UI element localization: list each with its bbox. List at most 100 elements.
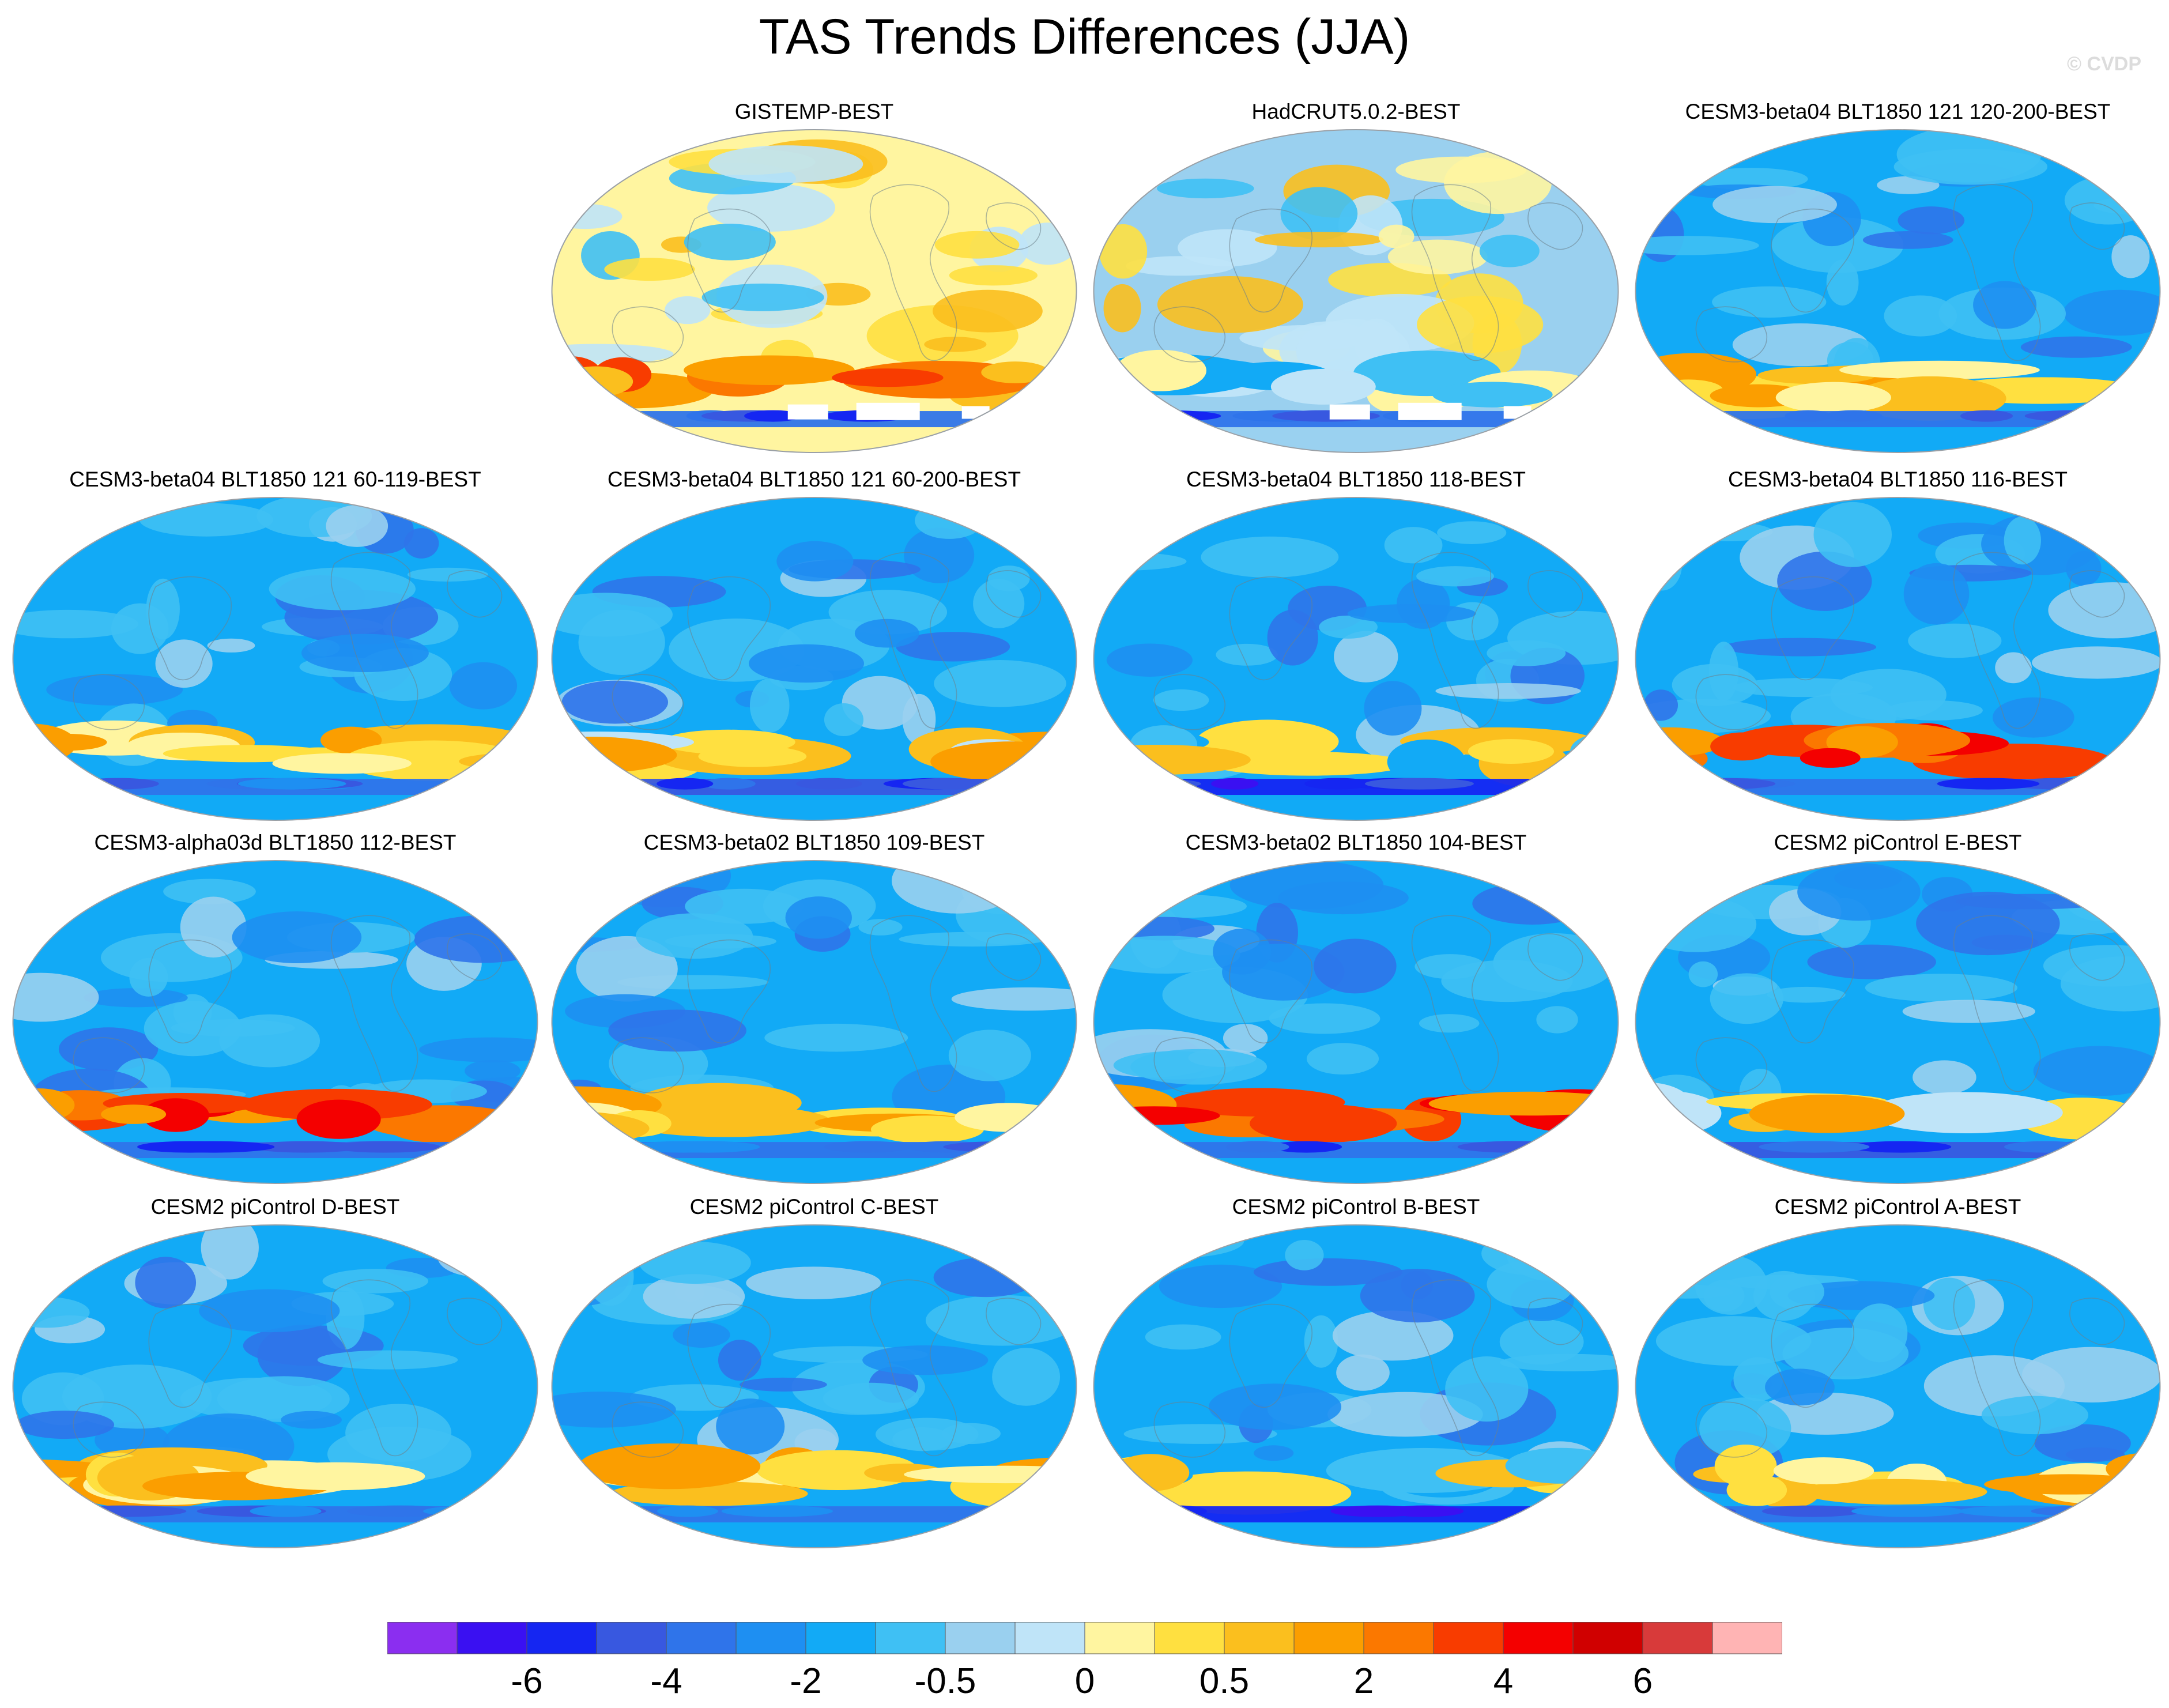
colorbar-swatch <box>596 1622 667 1654</box>
southern-ocean-contour <box>552 1484 615 1503</box>
coastline <box>687 1303 771 1408</box>
field-contour <box>1787 1281 1935 1310</box>
field-contour <box>217 1376 350 1422</box>
southern-ocean-contour <box>320 726 382 754</box>
coastline <box>2069 202 2125 250</box>
coastline <box>1771 576 1855 681</box>
coastline <box>148 939 232 1044</box>
robinson-map <box>1635 129 2161 453</box>
missing-data-area <box>1329 404 1370 420</box>
field-contour <box>1103 284 1141 333</box>
field-contour <box>1278 881 1409 915</box>
map-panel: CESM2 piControl B-BEST <box>1092 1194 1620 1555</box>
map-panel: CESM2 piControl D-BEST <box>12 1194 539 1555</box>
field-contour <box>1973 281 2037 329</box>
coastline <box>330 552 418 729</box>
colorbar-swatch <box>805 1622 876 1654</box>
field-contour <box>1254 1445 1294 1461</box>
southern-ocean-contour <box>1468 739 1555 764</box>
field-contour <box>407 567 489 582</box>
antarctic-contour <box>149 1141 275 1153</box>
robinson-map <box>1093 1224 1619 1548</box>
southern-ocean-contour <box>698 745 807 767</box>
field-contour <box>135 1257 197 1309</box>
southern-ocean-contour <box>1505 1447 1617 1484</box>
coastline <box>1411 552 1499 729</box>
field-contour <box>1903 563 1970 625</box>
southern-ocean-contour <box>1800 748 1861 768</box>
field-contour <box>587 1247 634 1306</box>
southern-ocean-contour <box>1853 376 2006 421</box>
coastline <box>447 570 503 618</box>
field-contour <box>1435 683 1581 699</box>
field-contour <box>1126 256 1235 276</box>
field-contour <box>2033 1046 2160 1096</box>
field-contour <box>823 1382 919 1415</box>
field-contour <box>219 1014 320 1068</box>
colorbar-swatch <box>735 1622 806 1654</box>
field-contour <box>561 680 669 724</box>
field-contour <box>951 987 1077 1011</box>
page-title: TAS Trends Differences (JJA) <box>759 9 1410 65</box>
panel-title: CESM2 piControl D-BEST <box>150 1195 400 1219</box>
field-contour <box>1419 1014 1480 1033</box>
coastline <box>612 1037 684 1094</box>
map-border <box>551 860 1077 1184</box>
panel-title: CESM3-beta02 BLT1850 104-BEST <box>1185 831 1527 854</box>
field-contour <box>1699 1397 1791 1460</box>
coastline <box>1771 208 1855 313</box>
field-contour <box>144 1001 242 1057</box>
field-contour <box>1723 638 1877 657</box>
field-contour <box>746 1266 881 1299</box>
field-contour <box>1280 187 1358 240</box>
colorbar-swatch <box>387 1622 458 1654</box>
field-contour <box>854 619 919 648</box>
map-border <box>12 860 538 1184</box>
field-contour <box>557 497 625 561</box>
antarctic-contour <box>2004 1141 2087 1153</box>
field-contour <box>269 567 416 610</box>
antarctic-contour <box>1211 778 1259 790</box>
antarctic-contour <box>1761 1505 1864 1517</box>
antarctic-contour <box>472 1505 522 1517</box>
colorbar-swatch <box>945 1622 1016 1654</box>
map-panel: CESM3-beta02 BLT1850 104-BEST <box>1092 830 1620 1191</box>
field-contour <box>18 1238 68 1254</box>
map-panel: CESM3-beta04 BLT1850 121 60-119-BEST <box>12 467 539 828</box>
southern-ocean-contour <box>1093 1106 1220 1125</box>
panel-title: CESM2 piControl C-BEST <box>689 1195 939 1219</box>
coastline <box>986 1298 1042 1345</box>
antarctic-contour <box>980 410 1076 422</box>
coastline <box>1229 1303 1313 1408</box>
antarctic-contour <box>721 1505 833 1517</box>
field-contour <box>111 603 169 654</box>
map-border <box>1635 1224 2161 1548</box>
southern-ocean-contour <box>1775 382 1891 413</box>
antarctic-contour <box>1960 410 2013 422</box>
coastline <box>1527 1298 1583 1345</box>
field-contour <box>1336 1354 1390 1391</box>
colorbar-swatch <box>1293 1622 1364 1654</box>
southern-ocean-contour <box>684 355 855 385</box>
map-panel: CESM2 piControl A-BEST <box>1634 1194 2162 1555</box>
coastline <box>869 1279 957 1457</box>
field-contour <box>684 224 776 261</box>
antarctic-contour <box>1009 1505 1065 1517</box>
field-contour <box>636 913 753 959</box>
coastline <box>1411 915 1499 1092</box>
southern-ocean-contour <box>1112 1454 1190 1491</box>
robinson-map <box>12 497 538 821</box>
map-border <box>1635 497 2161 821</box>
field-contour <box>949 265 1038 286</box>
coastline <box>447 1298 503 1345</box>
field-contour <box>707 183 835 232</box>
antarctic-contour <box>824 1141 911 1153</box>
map-panel: CESM3-beta04 BLT1850 116-BEST <box>1634 467 2162 828</box>
coastline <box>1411 184 1499 361</box>
antarctic-contour <box>1385 1505 1464 1517</box>
field-contour <box>718 1340 761 1381</box>
southern-ocean-contour <box>870 1115 984 1144</box>
field-contour <box>13 972 99 1022</box>
field-contour <box>281 1411 342 1429</box>
field-contour <box>1765 1368 1835 1406</box>
